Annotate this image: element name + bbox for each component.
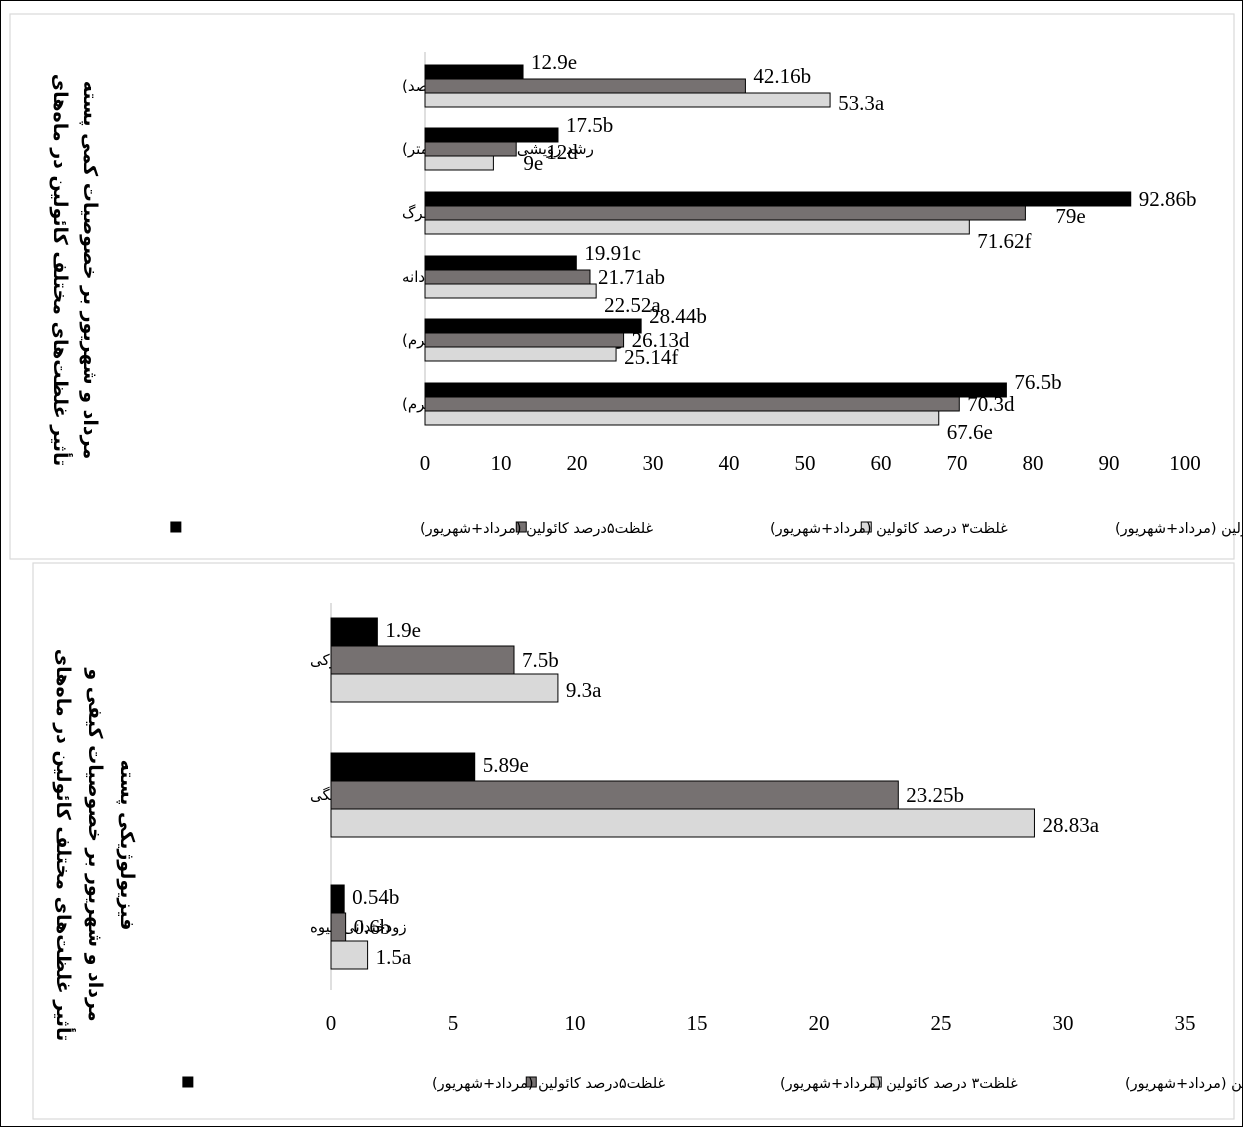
x-tick-label: 25 bbox=[931, 1011, 952, 1035]
x-tick-label: 15 bbox=[687, 1011, 708, 1035]
bar-series-0 bbox=[424, 410, 940, 426]
data-label: 5.89e bbox=[483, 753, 529, 777]
x-tick-label: 5 bbox=[448, 1011, 459, 1035]
data-label: 12d bbox=[546, 140, 578, 164]
bar-series-5 bbox=[424, 127, 559, 143]
data-label: 9e bbox=[523, 151, 543, 175]
legend-swatch bbox=[870, 1076, 882, 1088]
data-label: 70.3d bbox=[967, 392, 1015, 416]
data-label: 1.5a bbox=[376, 945, 412, 969]
bar-series-5 bbox=[424, 382, 1007, 398]
x-tick-label: 10 bbox=[565, 1011, 586, 1035]
bar-series-0 bbox=[424, 92, 831, 108]
bar-series-5 bbox=[330, 752, 476, 782]
legend-label: غلظت۳ درصد کائولین (مرداد+شهریور) bbox=[780, 1076, 1018, 1092]
x-tick-label: 80 bbox=[1023, 451, 1044, 475]
data-label: 92.86b bbox=[1139, 187, 1197, 211]
data-label: 67.6e bbox=[947, 420, 993, 444]
data-label: 22.52a bbox=[604, 293, 661, 317]
x-tick-label: 0 bbox=[420, 451, 431, 475]
bar-series-0 bbox=[424, 155, 494, 171]
data-label: 7.5b bbox=[522, 648, 559, 672]
chart-quantitative-traits: جوانه‌های زایشی ریزش یافته (درصد)12.9e42… bbox=[49, 50, 1243, 537]
legend-label: غلظت۰ درصد کائولین (مرداد+شهریور) bbox=[1115, 521, 1243, 537]
bar-series-3 bbox=[424, 332, 625, 348]
bar-series-3 bbox=[424, 78, 746, 94]
chart-qualitative-traits: پوکی1.9e7.5b9.3aآفتاب‌سوختگی5.89e23.25b2… bbox=[52, 603, 1243, 1092]
data-label: 53.3a bbox=[838, 91, 885, 115]
x-tick-label: 20 bbox=[809, 1011, 830, 1035]
legend-swatch bbox=[860, 521, 872, 533]
legend-label: غلظت۵درصد کائولین (مرداد+شهریور) bbox=[420, 521, 654, 537]
data-label: 79e bbox=[1055, 204, 1085, 228]
data-label: 26.13d bbox=[632, 328, 690, 352]
chart-qualitative-panel bbox=[32, 562, 1235, 1120]
bar-series-3 bbox=[330, 780, 899, 810]
legend-swatch bbox=[170, 521, 182, 533]
x-tick-label: 70 bbox=[947, 451, 968, 475]
bar-series-3 bbox=[330, 912, 347, 942]
x-tick-label: 0 bbox=[326, 1011, 337, 1035]
legend-label: غلظت۰ درصد کائولین (مرداد+شهریور) bbox=[1125, 1076, 1243, 1092]
x-tick-label: 20 bbox=[567, 451, 588, 475]
chart-title-line: تأثیر غلظت‌های مختلف کائولین در ماه‌های bbox=[49, 74, 73, 466]
data-label: 0.6b bbox=[354, 915, 391, 939]
x-tick-label: 30 bbox=[643, 451, 664, 475]
data-label: 21.71ab bbox=[598, 265, 665, 289]
x-tick-label: 90 bbox=[1099, 451, 1120, 475]
bar-series-5 bbox=[424, 191, 1132, 207]
x-tick-label: 60 bbox=[871, 451, 892, 475]
bar-series-5 bbox=[424, 255, 577, 271]
bar-series-3 bbox=[424, 141, 517, 157]
chart-title-line: تأثیر غلظت‌های مختلف کائولین در ماه‌های bbox=[52, 649, 76, 1041]
legend-swatch bbox=[515, 521, 527, 533]
x-tick-label: 50 bbox=[795, 451, 816, 475]
chart-title: تأثیر غلظت‌های مختلف کائولین در ماه‌های م… bbox=[49, 74, 101, 466]
x-tick-label: 35 bbox=[1175, 1011, 1196, 1035]
chart-title-line: مرداد و شهریور بر خصوصیات کمی پسته bbox=[79, 81, 101, 460]
bar-series-5 bbox=[330, 617, 378, 647]
bar-series-0 bbox=[424, 283, 597, 299]
chart-title: تأثیر غلظت‌های مختلف کائولین در ماه‌های م… bbox=[52, 649, 138, 1041]
chart-title-line: مرداد و شهریور بر خصوصیات کیفی و bbox=[84, 667, 106, 1021]
data-label: 1.9e bbox=[385, 618, 421, 642]
data-label: 12.9e bbox=[531, 50, 577, 74]
bar-series-3 bbox=[424, 269, 591, 285]
legend-label: غلظت۵درصد کائولین (مرداد+شهریور) bbox=[432, 1076, 666, 1092]
chart-title-line: فیزیولوژیکی پسته bbox=[116, 760, 138, 931]
bar-series-5 bbox=[424, 64, 524, 80]
x-tick-label: 30 bbox=[1053, 1011, 1074, 1035]
chart-quantitative-panel bbox=[9, 13, 1235, 560]
data-label: 25.14f bbox=[624, 345, 678, 369]
data-label: 9.3a bbox=[566, 678, 602, 702]
bar-series-3 bbox=[330, 645, 515, 675]
legend-swatch bbox=[182, 1076, 194, 1088]
legend-swatch bbox=[525, 1076, 537, 1088]
data-label: 17.5b bbox=[566, 113, 613, 137]
data-label: 28.83a bbox=[1042, 813, 1099, 837]
bar-series-5 bbox=[424, 318, 642, 334]
data-label: 71.62f bbox=[977, 229, 1031, 253]
x-tick-label: 100 bbox=[1169, 451, 1201, 475]
bar-series-3 bbox=[424, 396, 960, 412]
legend-label: غلظت۳ درصد کائولین (مرداد+شهریور) bbox=[770, 521, 1008, 537]
data-label: 42.16b bbox=[753, 64, 811, 88]
bar-series-0 bbox=[424, 346, 617, 362]
bar-series-0 bbox=[330, 940, 369, 970]
x-tick-label: 40 bbox=[719, 451, 740, 475]
data-label: 28.44b bbox=[649, 304, 707, 328]
data-label: 76.5b bbox=[1014, 370, 1061, 394]
bar-series-5 bbox=[330, 884, 345, 914]
bar-series-0 bbox=[330, 808, 1035, 838]
bar-series-0 bbox=[330, 673, 559, 703]
bar-series-3 bbox=[424, 205, 1026, 221]
x-tick-label: 10 bbox=[491, 451, 512, 475]
data-label: 19.91c bbox=[584, 241, 641, 265]
data-label: 0.54b bbox=[352, 885, 399, 909]
bar-series-0 bbox=[424, 219, 970, 235]
data-label: 23.25b bbox=[906, 783, 964, 807]
